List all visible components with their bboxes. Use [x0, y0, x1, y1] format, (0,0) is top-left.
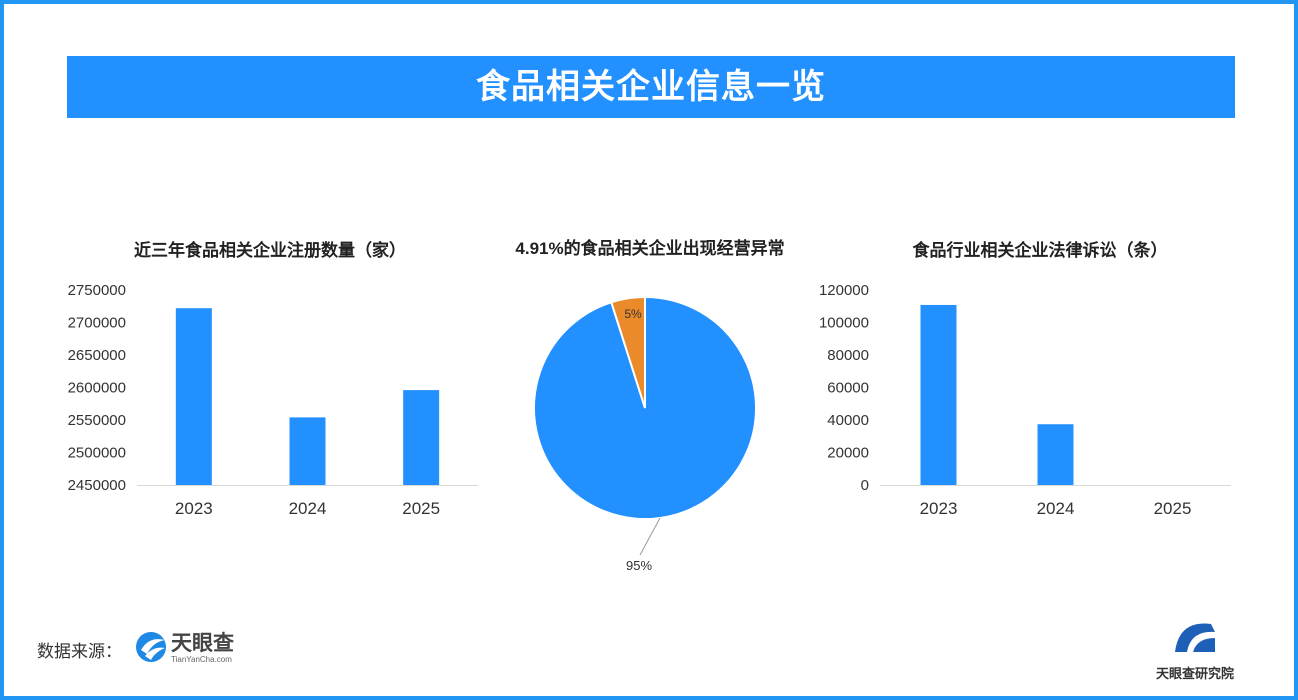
- page-title: 食品相关企业信息一览: [67, 56, 1235, 118]
- bar-2025: [403, 390, 440, 485]
- chart-title-abnormal: 4.91%的食品相关企业出现经营异常: [515, 239, 785, 258]
- x-tick-label: 2023: [920, 499, 958, 518]
- tianyancha-logo: 天眼查 TianYanCha.com: [135, 628, 255, 673]
- y-tick-label: 80000: [827, 347, 869, 364]
- bar-2024: [289, 417, 326, 485]
- institute-name: 天眼查研究院: [1155, 666, 1234, 681]
- svg-text:天眼查: 天眼查: [171, 631, 234, 655]
- svg-text:TianYanCha.com: TianYanCha.com: [171, 655, 232, 664]
- x-tick-label: 2025: [402, 499, 440, 518]
- bar-2024: [1037, 424, 1074, 485]
- x-tick-label: 2025: [1154, 499, 1192, 518]
- x-tick-label: 2023: [175, 499, 213, 518]
- y-tick-label: 2500000: [68, 445, 126, 462]
- institute-logo: 天眼查研究院: [1145, 612, 1245, 682]
- pie-slice-abnormal: [610, 295, 646, 409]
- y-tick-label: 2550000: [68, 412, 126, 429]
- y-tick-label: 60000: [827, 380, 869, 397]
- y-tick-label: 20000: [827, 445, 869, 462]
- y-tick-label: 40000: [827, 412, 869, 429]
- y-tick-label: 100000: [819, 315, 869, 332]
- x-tick-label: 2024: [1037, 499, 1075, 518]
- chart-title-registrations: 近三年食品相关企业注册数量（家）: [134, 241, 406, 260]
- y-tick-label: 2600000: [68, 380, 126, 397]
- pie-label-normal: 95%: [626, 558, 652, 573]
- y-tick-label: 120000: [819, 282, 869, 299]
- source-label: 数据来源：: [37, 642, 122, 661]
- y-tick-label: 2700000: [68, 315, 126, 332]
- y-tick-label: 2450000: [68, 477, 126, 494]
- y-tick-label: 0: [861, 477, 869, 494]
- x-tick-label: 2024: [289, 499, 327, 518]
- pie-label-abnormal: 5%: [624, 307, 642, 321]
- y-tick-label: 2750000: [68, 282, 126, 299]
- bar-2023: [175, 308, 212, 485]
- chart-title-lawsuits: 食品行业相关企业法律诉讼（条）: [912, 241, 1168, 260]
- bar-2023: [920, 304, 957, 485]
- pie-leader-line: [639, 517, 661, 556]
- y-tick-label: 2650000: [68, 347, 126, 364]
